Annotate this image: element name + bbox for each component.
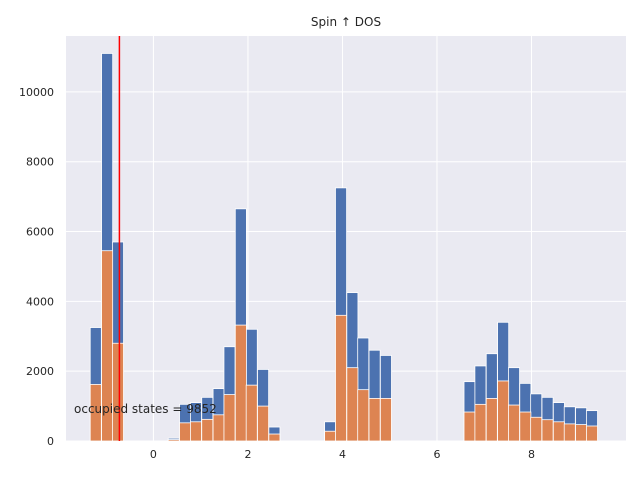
y-tick-label: 4000 <box>26 295 54 308</box>
tick-labels: 0 2 4 6 8 0 2000 4000 6000 8000 10000 <box>19 86 535 461</box>
bar-series-1-28 <box>563 423 576 442</box>
bar-series-1-13 <box>324 430 337 442</box>
bar-series-1-23 <box>508 404 520 442</box>
x-tick-label: 2 <box>244 448 251 461</box>
x-tick-label: 4 <box>339 448 346 461</box>
bar-series-1-18 <box>379 398 392 442</box>
bar-series-1-5 <box>190 421 202 442</box>
bar-series-1-24 <box>519 411 532 442</box>
x-tick-label: 0 <box>150 448 157 461</box>
bar-series-1-27 <box>552 421 565 442</box>
bar-series-1-14 <box>335 314 347 442</box>
bar-series-1-8 <box>223 394 236 442</box>
y-tick-label: 8000 <box>26 156 54 169</box>
bar-series-1-17 <box>368 398 381 442</box>
bars <box>89 53 598 442</box>
bar-series-1-9 <box>234 324 247 442</box>
chart-title: Spin ↑ DOS <box>311 15 381 29</box>
bar-series-1-19 <box>463 411 476 442</box>
x-tick-label: 8 <box>528 448 535 461</box>
bar-series-1-12 <box>268 433 281 442</box>
y-tick-label: 6000 <box>26 226 54 239</box>
y-tick-label: 0 <box>47 435 54 448</box>
y-tick-label: 10000 <box>19 86 54 99</box>
bar-series-1-25 <box>530 416 543 442</box>
bar-series-1-4 <box>179 422 192 442</box>
bar-series-1-29 <box>575 424 588 442</box>
bar-series-1-16 <box>357 389 370 442</box>
y-tick-label: 2000 <box>26 365 54 378</box>
bar-series-1-30 <box>586 425 598 442</box>
bar-series-1-15 <box>346 367 359 442</box>
bar-series-1-2 <box>112 342 124 442</box>
occupied-states-annotation: occupied states = 9852 <box>74 402 217 416</box>
bar-series-1-11 <box>257 405 270 442</box>
bar-series-1-20 <box>474 403 487 442</box>
x-tick-label: 6 <box>433 448 440 461</box>
bar-series-1-26 <box>541 419 554 442</box>
bar-series-1-3 <box>167 439 180 442</box>
bar-series-1-10 <box>245 384 258 442</box>
bar-series-1-22 <box>497 380 510 442</box>
bar-series-1-21 <box>485 398 498 442</box>
bar-series-1-6 <box>201 418 214 442</box>
bar-series-1-7 <box>212 414 225 442</box>
